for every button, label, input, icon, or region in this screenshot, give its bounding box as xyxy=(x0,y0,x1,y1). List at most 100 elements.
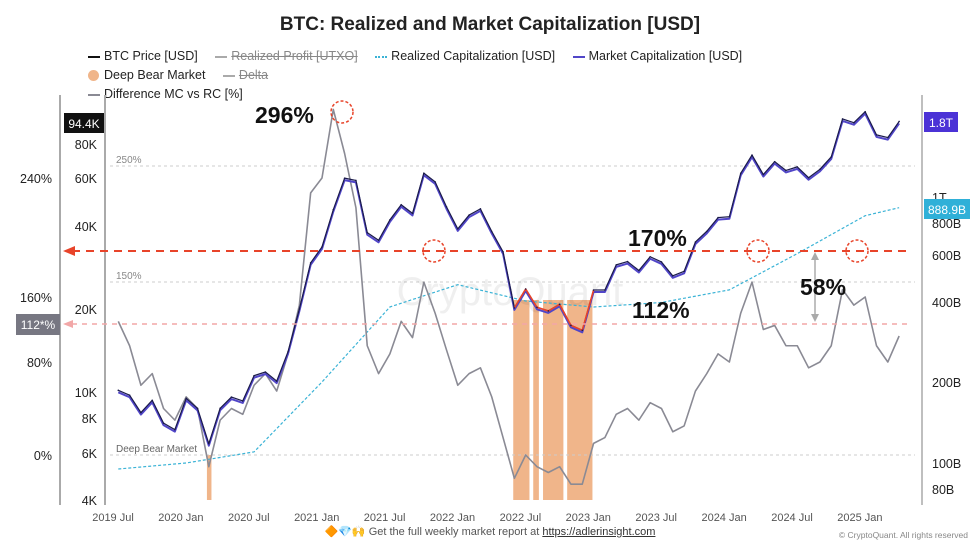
mcap-tick: 400B xyxy=(932,296,961,310)
footer-link[interactable]: https://adlerinsight.com xyxy=(542,526,656,538)
x-tick: 2023 Jan xyxy=(566,512,611,524)
x-tick: 2024 Jul xyxy=(771,512,813,524)
realized-cap-line xyxy=(118,207,900,470)
price-point xyxy=(536,306,538,309)
price-point xyxy=(366,231,369,234)
x-tick: 2023 Jul xyxy=(635,512,677,524)
price-point xyxy=(671,275,674,277)
deep-bear-bar xyxy=(543,300,564,500)
legend-realized-profit[interactable]: Realized Profit [UTXO] xyxy=(215,47,358,66)
peak-circle xyxy=(746,239,770,263)
legend-delta[interactable]: Delta xyxy=(222,66,268,85)
deep-bear-bar xyxy=(206,455,212,500)
difference-line xyxy=(117,108,900,485)
price-point xyxy=(230,396,233,398)
price-point xyxy=(434,181,436,183)
price-point xyxy=(309,261,312,264)
price-point xyxy=(117,389,120,392)
price-point xyxy=(174,428,176,431)
mcap-tick: 200B xyxy=(932,376,961,390)
price-point xyxy=(275,380,278,382)
price-point xyxy=(785,169,787,172)
price-point xyxy=(717,216,719,219)
price-point xyxy=(819,168,821,171)
annotation-58: 58% xyxy=(800,274,846,300)
price-point xyxy=(140,411,142,414)
price-point xyxy=(128,394,131,396)
price-tick: 60K xyxy=(75,172,98,186)
price-point xyxy=(581,329,584,332)
price-point xyxy=(479,208,482,210)
pct-tick: 80% xyxy=(27,356,52,370)
pct-tick: 0% xyxy=(34,449,52,463)
price-point xyxy=(592,289,595,291)
price-point xyxy=(208,442,210,445)
price-point xyxy=(456,228,459,230)
price-point xyxy=(490,230,493,233)
legend-deep-bear[interactable]: Deep Bear Market xyxy=(88,66,205,85)
price-point xyxy=(615,264,618,266)
price-tick: 4K xyxy=(82,494,98,508)
price-point xyxy=(355,179,357,182)
price-point xyxy=(400,203,402,206)
deep-bear-bar xyxy=(567,300,593,500)
x-tick: 2019 Jul xyxy=(92,512,134,524)
price-point xyxy=(796,166,799,168)
pct-badge xyxy=(16,314,60,335)
peak-circle xyxy=(422,239,446,263)
x-tick: 2020 Jul xyxy=(228,512,270,524)
price-point xyxy=(264,371,267,373)
price-tick: 6K xyxy=(82,447,98,461)
price-point xyxy=(332,208,335,211)
price-point xyxy=(604,289,606,291)
rcap-badge xyxy=(924,199,970,219)
rcap-badge-text: 888.9B xyxy=(928,203,966,217)
price-tick: 80K xyxy=(75,138,98,152)
price-point xyxy=(683,270,685,273)
price-point xyxy=(196,407,199,410)
legend-btc-price[interactable]: BTC Price [USD] xyxy=(88,47,198,66)
price-point xyxy=(864,110,866,113)
price-point xyxy=(321,246,323,248)
pct-badge-text: 112*% xyxy=(21,318,56,332)
price-point xyxy=(762,173,765,176)
legend-market-cap[interactable]: Market Capitalization [USD] xyxy=(572,47,742,66)
legend-realized-cap[interactable]: Realized Capitalization [USD] xyxy=(375,47,555,66)
footer-text: Get the full weekly market report at xyxy=(368,526,543,538)
price-point xyxy=(287,350,289,353)
footer: 🔶💎🙌 Get the full weekly market report at… xyxy=(0,525,980,538)
price-point xyxy=(728,215,731,218)
price-point xyxy=(241,400,244,402)
price-badge xyxy=(64,113,104,133)
price-point xyxy=(377,239,380,242)
promo-emoji-icons: 🔶💎🙌 xyxy=(324,526,369,538)
price-tick: 40K xyxy=(75,220,98,234)
price-tick: 10K xyxy=(75,386,98,400)
price-point xyxy=(547,310,550,312)
price-point xyxy=(649,255,651,258)
price-tick: 20K xyxy=(75,303,98,317)
pct-tick: 160% xyxy=(20,291,52,305)
btc-price-line xyxy=(118,111,900,445)
price-point xyxy=(830,156,833,158)
mcap-tick: 100B xyxy=(932,457,961,471)
price-point xyxy=(626,260,629,263)
chart-title: BTC: Realized and Market Capitalization … xyxy=(279,14,701,35)
price-point xyxy=(298,308,301,310)
annotation-296: 296% xyxy=(255,102,314,128)
price-point xyxy=(898,120,900,123)
arrow-left-icon xyxy=(63,246,75,256)
annotation-112: 112% xyxy=(632,297,690,323)
price-point xyxy=(807,176,810,179)
x-tick: 2022 Jan xyxy=(430,512,475,524)
price-point xyxy=(570,324,572,327)
price-point xyxy=(660,261,663,263)
price-point xyxy=(558,303,561,306)
x-tick: 2024 Jan xyxy=(701,512,746,524)
arrow-left-icon xyxy=(63,320,73,328)
price-point xyxy=(841,118,844,120)
legend-difference[interactable]: Difference MC vs RC [%] xyxy=(88,85,243,104)
peak-circle xyxy=(845,239,869,263)
